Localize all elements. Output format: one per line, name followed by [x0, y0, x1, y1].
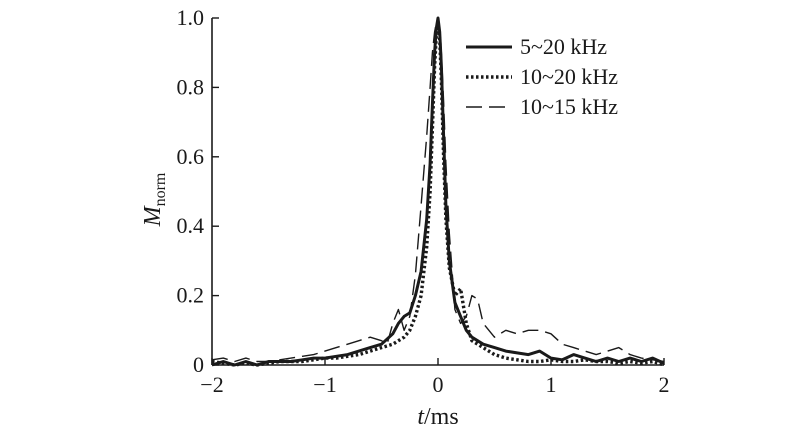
series-line-3: [211, 20, 665, 363]
y-tick-label: 0: [193, 352, 204, 377]
y-tick-label: 0.4: [177, 213, 205, 238]
y-tick-label: 0.2: [177, 283, 205, 308]
plot-area: 0 0.2 0.4 0.6 0.8 1.0 −2 −1 0 1 2 t/ms Mnorm: [140, 5, 670, 430]
legend-label-3: 10~15 kHz: [520, 94, 618, 119]
legend: 5~20 kHz 10~20 kHz 10~15 kHz: [466, 34, 618, 119]
y-axis-label: Mnorm: [140, 172, 169, 227]
x-tick-label: −1: [313, 372, 336, 397]
x-axis-label: t/ms: [417, 404, 458, 430]
x-tick-label: −2: [200, 372, 223, 397]
y-tick-label: 1.0: [177, 5, 205, 30]
y-tick-label: 0.6: [177, 144, 205, 169]
legend-label-2: 10~20 kHz: [520, 64, 618, 89]
x-tick-label: 1: [546, 372, 557, 397]
series-line-2: [211, 21, 665, 367]
y-tick-label: 0.8: [177, 74, 205, 99]
x-tick-label: 0: [433, 372, 444, 397]
x-tick-label: 2: [659, 372, 670, 397]
legend-label-1: 5~20 kHz: [520, 34, 607, 59]
